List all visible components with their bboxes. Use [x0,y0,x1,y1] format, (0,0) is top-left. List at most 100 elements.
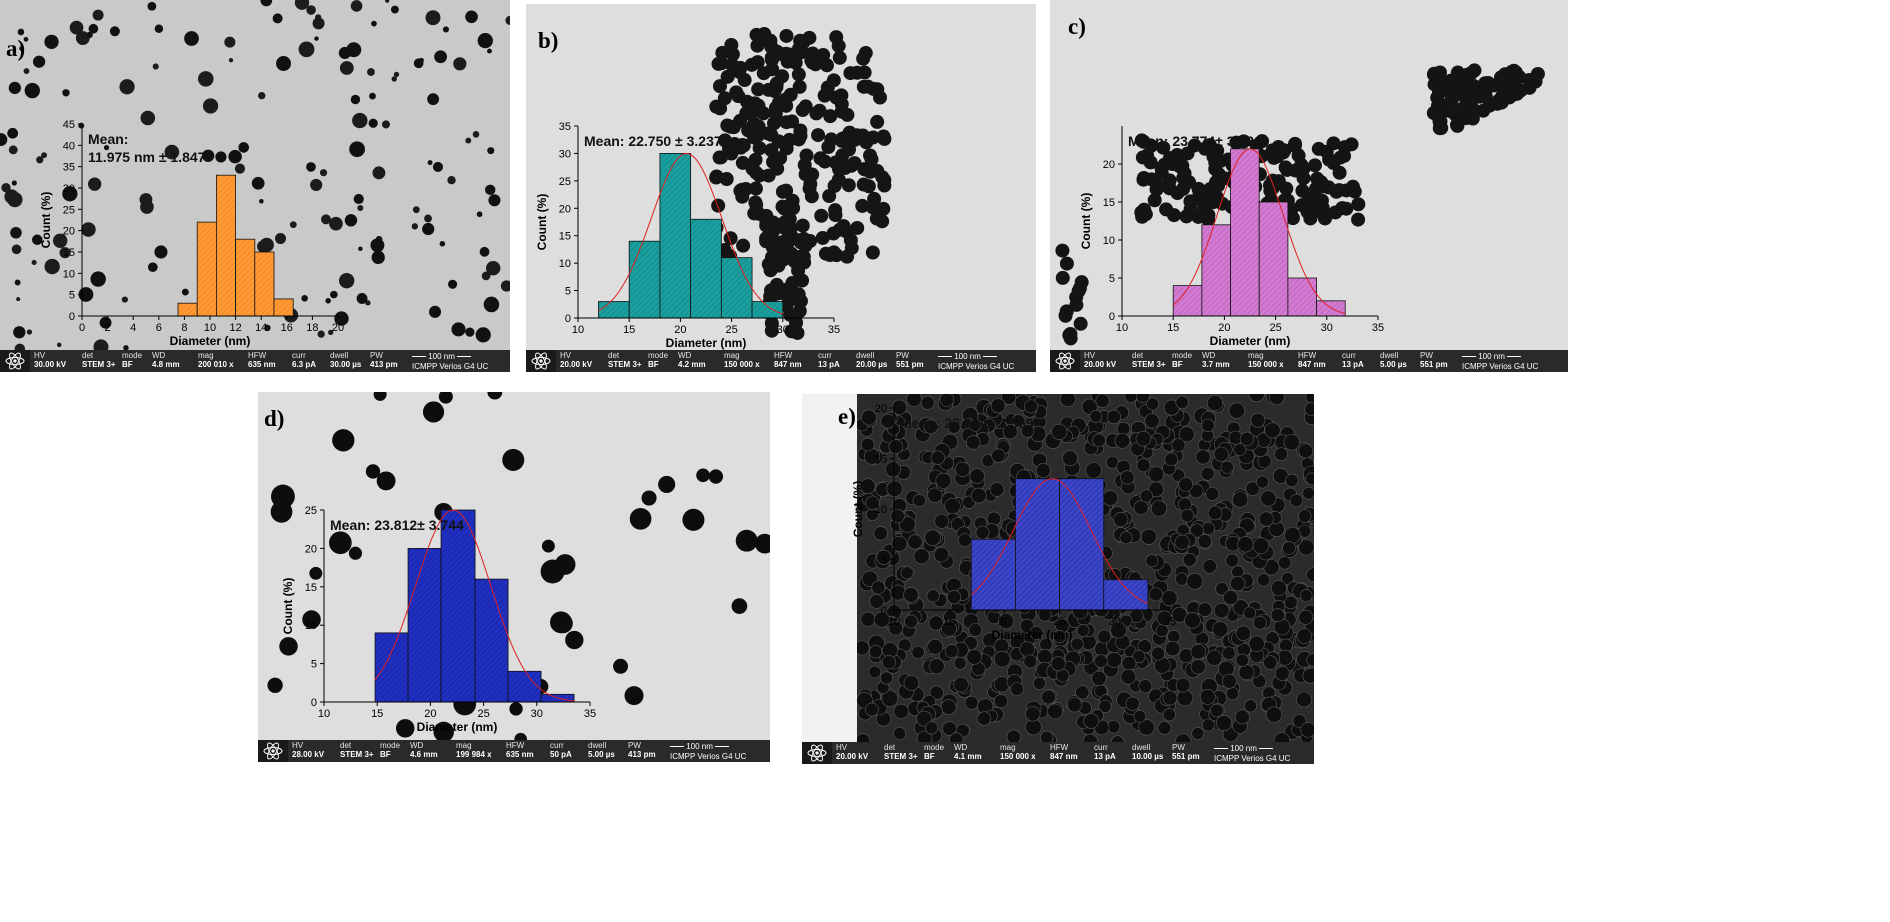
info-field-mode: mode BF [380,741,400,759]
x-tick-label: 25 [1053,616,1065,628]
panel-label-d: d) [264,406,285,431]
info-field-hv: HV 28.00 kV [292,741,324,759]
histogram-bar [273,298,294,317]
x-tick-label: 4 [130,322,136,334]
info-key-wd: WD [678,351,692,360]
atom-icon [258,740,288,762]
y-axis-label: Count (%) [851,481,865,538]
histogram-bar [1103,579,1149,611]
info-field-mode: mode BF [122,351,142,369]
info-value-pw: 413 pm [370,360,398,369]
info-bar: HV 20.00 kV det STEM 3+ mode BF WD 3.7 mm mag 150… [1050,350,1568,372]
histogram-b: 10 15 20 25 30 35 0 5 10 15 20 25 30 35 Diameter (nm) C… [535,121,840,350]
panel-b: b) 10 15 20 25 30 35 0 5 10 15 20 25 30 35 Diameter (n… [526,4,1036,372]
atom-icon [1050,350,1080,372]
info-key-mode: mode [122,351,143,360]
info-value-hfw: 635 nm [506,750,534,759]
histogram-bar [374,632,409,703]
x-tick-label: 20 [674,324,686,336]
histogram-bar [177,302,198,317]
x-tick-label: 10 [318,708,330,720]
info-field-curr: curr 50 pA [550,741,572,759]
info-field-det: det STEM 3+ [884,743,918,761]
info-field-wd: WD 4.6 mm [410,741,438,759]
y-axis-label: Count (%) [1079,193,1093,250]
y-tick-label: 20 [305,543,317,555]
info-field-mode: mode BF [648,351,668,369]
info-field-curr: curr 6.3 pA [292,351,316,369]
gaussian-fit-curve [970,478,1149,605]
info-field-hfw: HFW 635 nm [506,741,534,759]
info-value-curr: 50 pA [550,750,572,759]
x-tick-label: 20 [424,708,436,720]
info-key-pw: PW [1420,351,1433,360]
info-key-hfw: HFW [774,351,793,360]
y-tick-label: 10 [305,620,317,632]
info-value-hfw: 847 nm [1050,752,1078,761]
histogram-bar [1230,148,1260,317]
instrument-label: ICMPP Verios G4 UC [670,752,747,761]
info-key-det: det [340,741,352,750]
info-value-curr: 13 pA [1342,360,1364,369]
info-value-mag: 150 000 x [1000,752,1036,761]
y-tick-label: 35 [559,121,571,133]
info-key-dwell: dwell [1380,351,1399,360]
x-tick-label: 35 [584,708,596,720]
info-key-hv: HV [34,351,46,360]
info-field-wd: WD 4.1 mm [954,743,982,761]
panel-label-c: c) [1068,14,1086,39]
mean-annotation: Mean: 22.750 ± 3.237 [584,133,722,149]
info-value-mag: 150 000 x [724,360,760,369]
x-tick-label: 14 [255,322,267,334]
info-key-mode: mode [924,743,945,752]
x-tick-label: 10 [1116,322,1128,334]
x-tick-label: 30 [1109,616,1121,628]
info-value-dwell: 5.00 µs [1380,360,1407,369]
y-tick-label: 10 [1103,235,1115,247]
info-key-mag: mag [1248,351,1264,360]
info-field-dwell: dwell 30.00 µs [330,351,361,369]
info-value-dwell: 5.00 µs [588,750,615,759]
x-tick-label: 20 [332,322,344,334]
y-tick-label: 10 [63,268,75,280]
instrument-label: ICMPP Verios G4 UC [412,362,489,371]
info-key-mode: mode [380,741,401,750]
histogram-bar [970,538,1016,611]
scale-label: 100 nm [428,352,455,361]
info-key-mag: mag [198,351,214,360]
info-key-pw: PW [370,351,383,360]
info-field-hfw: HFW 847 nm [774,351,802,369]
histogram-bar [507,670,542,703]
y-tick-label: 15 [559,231,571,243]
info-value-curr: 13 pA [1094,752,1116,761]
info-value-pw: 551 pm [1172,752,1200,761]
info-key-hv: HV [292,741,304,750]
x-tick-label: 20 [998,616,1010,628]
histogram-bar [1258,201,1289,317]
atom-icon [802,742,832,764]
info-key-curr: curr [292,351,306,360]
histogram-bar [235,238,256,317]
info-value-mag: 199 984 x [456,750,492,759]
info-field-mag: mag 150 000 x [1000,743,1036,761]
histogram-bar [628,240,661,319]
x-tick-label: 30 [777,324,789,336]
info-field-pw: PW 413 pm [628,741,656,759]
x-tick-label: 15 [1167,322,1179,334]
y-tick-label: 20 [63,226,75,238]
info-value-wd: 3.7 mm [1202,360,1230,369]
info-field-hv: HV 20.00 kV [836,743,868,761]
histogram-bar [440,509,476,703]
y-tick-label: 45 [63,119,75,131]
info-value-dwell: 20.00 µs [856,360,888,369]
info-field-wd: WD 4.2 mm [678,351,706,369]
y-tick-label: 15 [305,582,317,594]
info-value-mode: BF [380,750,391,759]
info-value-curr: 13 pA [818,360,840,369]
info-key-dwell: dwell [330,351,349,360]
histogram-bar [720,257,753,319]
info-field-dwell: dwell 5.00 µs [1380,351,1407,369]
x-tick-label: 10 [204,322,216,334]
